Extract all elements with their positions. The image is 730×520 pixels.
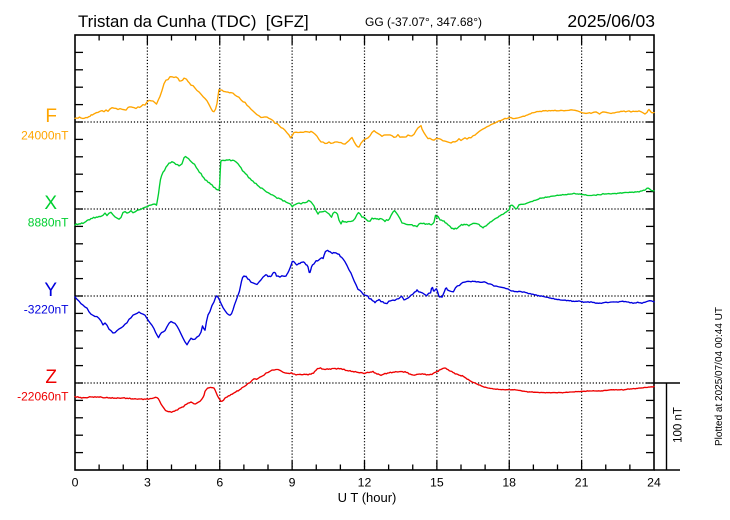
svg-text:9: 9 <box>289 476 296 490</box>
svg-text:GG (-37.07°, 347.68°): GG (-37.07°, 347.68°) <box>365 15 482 29</box>
svg-text:8880nT: 8880nT <box>28 216 69 230</box>
svg-text:Y: Y <box>44 280 57 301</box>
svg-text:X: X <box>44 193 57 214</box>
svg-text:Z: Z <box>45 367 57 388</box>
svg-text:6: 6 <box>216 476 223 490</box>
svg-text:21: 21 <box>575 476 589 490</box>
svg-text:18: 18 <box>502 476 516 490</box>
svg-text:0: 0 <box>72 476 79 490</box>
svg-text:Tristan da Cunha (TDC) [GFZ]: Tristan da Cunha (TDC) [GFZ] <box>78 12 309 31</box>
svg-text:15: 15 <box>430 476 444 490</box>
svg-text:Plotted at 2025/07/04 00:44 UT: Plotted at 2025/07/04 00:44 UT <box>714 307 725 446</box>
svg-text:3: 3 <box>144 476 151 490</box>
svg-text:U T (hour): U T (hour) <box>338 490 397 505</box>
svg-text:-3220nT: -3220nT <box>24 303 69 317</box>
svg-text:24: 24 <box>647 476 661 490</box>
svg-text:100 nT: 100 nT <box>673 407 685 443</box>
svg-text:24000nT: 24000nT <box>21 129 69 143</box>
svg-text:F: F <box>45 106 57 127</box>
svg-text:-22060nT: -22060nT <box>17 390 69 404</box>
svg-text:2025/06/03: 2025/06/03 <box>567 11 655 31</box>
svg-text:12: 12 <box>358 476 372 490</box>
